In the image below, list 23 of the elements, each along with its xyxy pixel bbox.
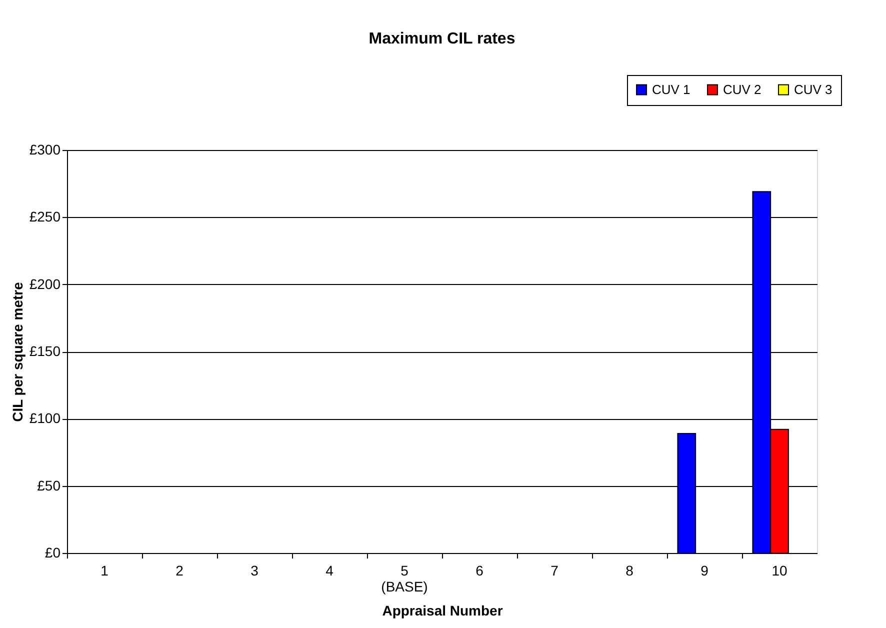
x-tick-label: 7 <box>550 562 559 578</box>
y-tick-label: £300 <box>29 142 61 158</box>
x-tick-label: 8 <box>626 562 634 578</box>
y-tick-label: £200 <box>29 276 61 292</box>
chart-title: Maximum CIL rates <box>368 30 516 48</box>
legend-label: CUV 3 <box>794 82 832 97</box>
x-tick-label: 4 <box>326 562 334 578</box>
legend-label: CUV 2 <box>723 82 762 97</box>
y-tick-label: £50 <box>37 477 61 494</box>
x-tick-label: 3 <box>250 562 259 578</box>
x-axis-title: Appraisal Number <box>382 602 504 618</box>
y-tick-label: £150 <box>29 343 61 359</box>
x-tick-label: 5 (BASE) <box>381 562 428 594</box>
y-tick-label: £100 <box>29 410 61 426</box>
y-axis-title: CIL per square metre <box>9 282 26 422</box>
x-tick-label: 10 <box>772 562 788 578</box>
x-tick-label: 1 <box>100 562 109 578</box>
x-tick-label: 9 <box>700 562 709 578</box>
legend-label: CUV 1 <box>652 82 690 97</box>
y-tick-label: £0 <box>44 544 61 560</box>
x-tick-label: 2 <box>176 562 184 578</box>
y-tick-label: £250 <box>29 208 61 225</box>
x-tick-label: 6 <box>476 562 484 578</box>
